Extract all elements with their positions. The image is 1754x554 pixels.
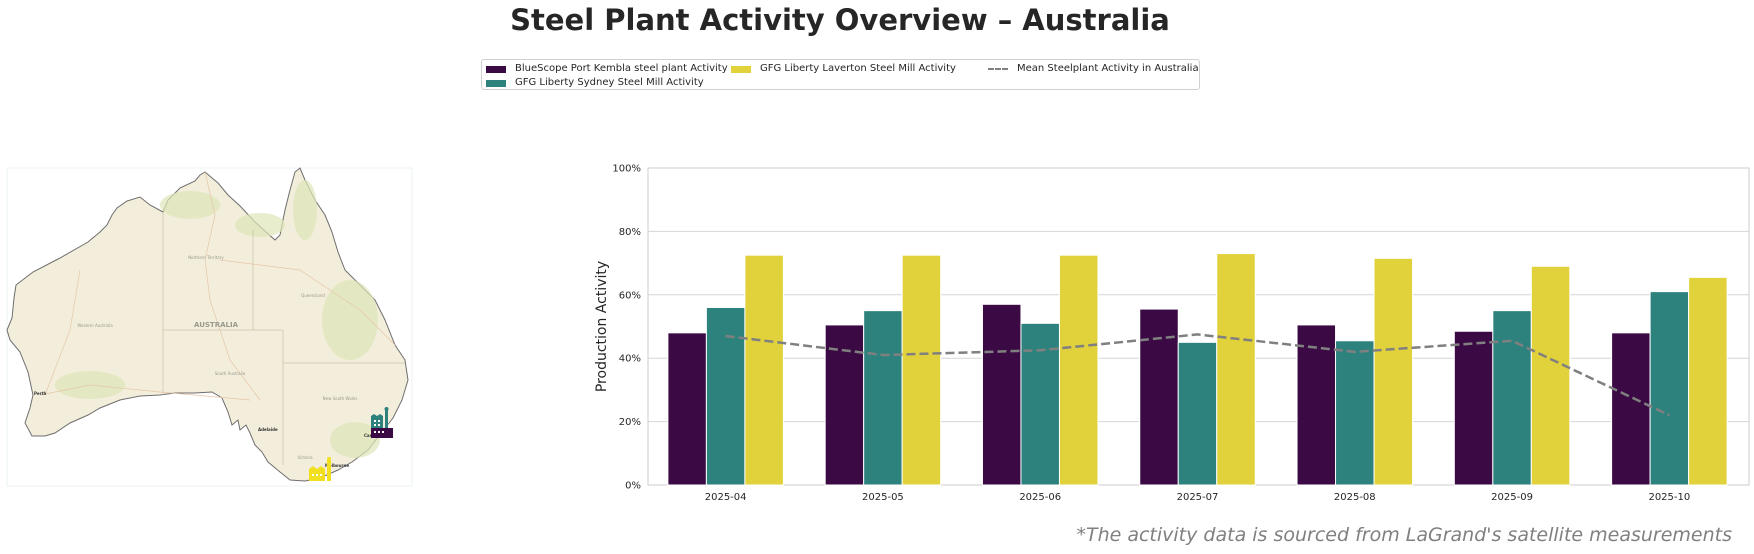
bar-sydney-2025-05 [863, 310, 903, 486]
y-axis-ticks: 0% 20% 40% 60% 80% 100% [612, 164, 641, 492]
vegetation-patches [55, 180, 380, 458]
y-tick-label: 100% [612, 164, 641, 175]
x-tick-label: 2025-10 [1648, 492, 1690, 503]
legend-swatch-bluescope [486, 66, 506, 73]
legend-dashed-line [988, 68, 1008, 70]
y-tick-label: 60% [619, 290, 641, 301]
bar-bluescope-2025-04 [667, 332, 707, 486]
bar-laverton-2025-09 [1530, 265, 1571, 486]
chart-legend: BlueScope Port Kembla steel plant Activi… [481, 59, 1200, 90]
australia-map: AUSTRALIA Northern Territory Queensland … [6, 167, 413, 487]
bar-sydney-2025-09 [1492, 310, 1532, 486]
bar-sydney-2025-06 [1020, 322, 1060, 486]
x-tick-label: 2025-06 [1019, 492, 1061, 503]
mean-line [725, 333, 1670, 417]
bar-laverton-2025-04 [744, 254, 784, 486]
bar-laverton-2025-08 [1373, 257, 1414, 486]
map-region-label: Western Australia [77, 323, 113, 328]
map-region-label: New South Wales [323, 396, 358, 401]
map-country-label: AUSTRALIA [194, 321, 239, 329]
map-region-label: South Australia [215, 371, 246, 376]
bar-sydney-2025-08 [1335, 340, 1375, 486]
legend-label: BlueScope Port Kembla steel plant Activi… [515, 63, 728, 74]
y-tick-label: 0% [625, 481, 641, 492]
bar-bluescope-2025-07 [1139, 308, 1179, 486]
bar-bluescope-2025-10 [1611, 332, 1651, 486]
legend-swatch-laverton [731, 66, 751, 73]
factory-icon-laverton[interactable] [309, 457, 331, 481]
map-region-label: Northern Territory [188, 255, 224, 260]
bar-bluescope-2025-09 [1453, 330, 1494, 486]
x-tick-label: 2025-07 [1177, 492, 1219, 503]
map-city-label: Adelaide [258, 427, 278, 432]
bar-sydney-2025-04 [705, 306, 746, 486]
map-city-label: Melbourne [325, 463, 349, 468]
bar-sydney-2025-07 [1177, 341, 1218, 486]
map-region-label: Victoria [297, 455, 313, 460]
roads [39, 171, 396, 401]
map-city-label: Perth [34, 391, 47, 396]
factory-icon-bluescope[interactable] [371, 428, 393, 438]
x-tick-label: 2025-04 [705, 492, 747, 503]
y-tick-label: 20% [619, 417, 641, 428]
legend-label: GFG Liberty Sydney Steel Mill Activity [515, 77, 704, 88]
bar-bluescope-2025-06 [981, 303, 1022, 486]
state-borders [162, 212, 405, 465]
page-title: Steel Plant Activity Overview – Australi… [510, 3, 1170, 37]
bar-laverton-2025-10 [1688, 276, 1728, 486]
bar-bluescope-2025-08 [1296, 324, 1337, 486]
bar-laverton-2025-06 [1058, 254, 1099, 486]
footnote: *The activity data is sourced from LaGra… [1076, 524, 1732, 546]
y-axis-label: Production Activity [594, 261, 610, 392]
legend-label: GFG Liberty Laverton Steel Mill Activity [760, 63, 956, 74]
legend-swatch-sydney [486, 80, 506, 87]
factory-icon-sydney[interactable] [371, 407, 389, 428]
map-region-label: Queensland [301, 293, 325, 298]
x-tick-label: 2025-09 [1491, 492, 1533, 503]
bar-laverton-2025-07 [1216, 253, 1256, 486]
x-tick-label: 2025-08 [1334, 492, 1376, 503]
x-axis-ticks: 2025-04 2025-05 2025-06 2025-07 2025-08 2025-… [705, 492, 1691, 503]
x-tick-label: 2025-05 [862, 492, 904, 503]
legend-label: Mean Steelplant Activity in Australia [1017, 63, 1199, 74]
y-tick-label: 80% [619, 227, 641, 238]
bars [667, 253, 1728, 486]
bar-sydney-2025-10 [1649, 291, 1690, 486]
bar-laverton-2025-05 [901, 254, 942, 486]
y-tick-label: 40% [619, 354, 641, 365]
